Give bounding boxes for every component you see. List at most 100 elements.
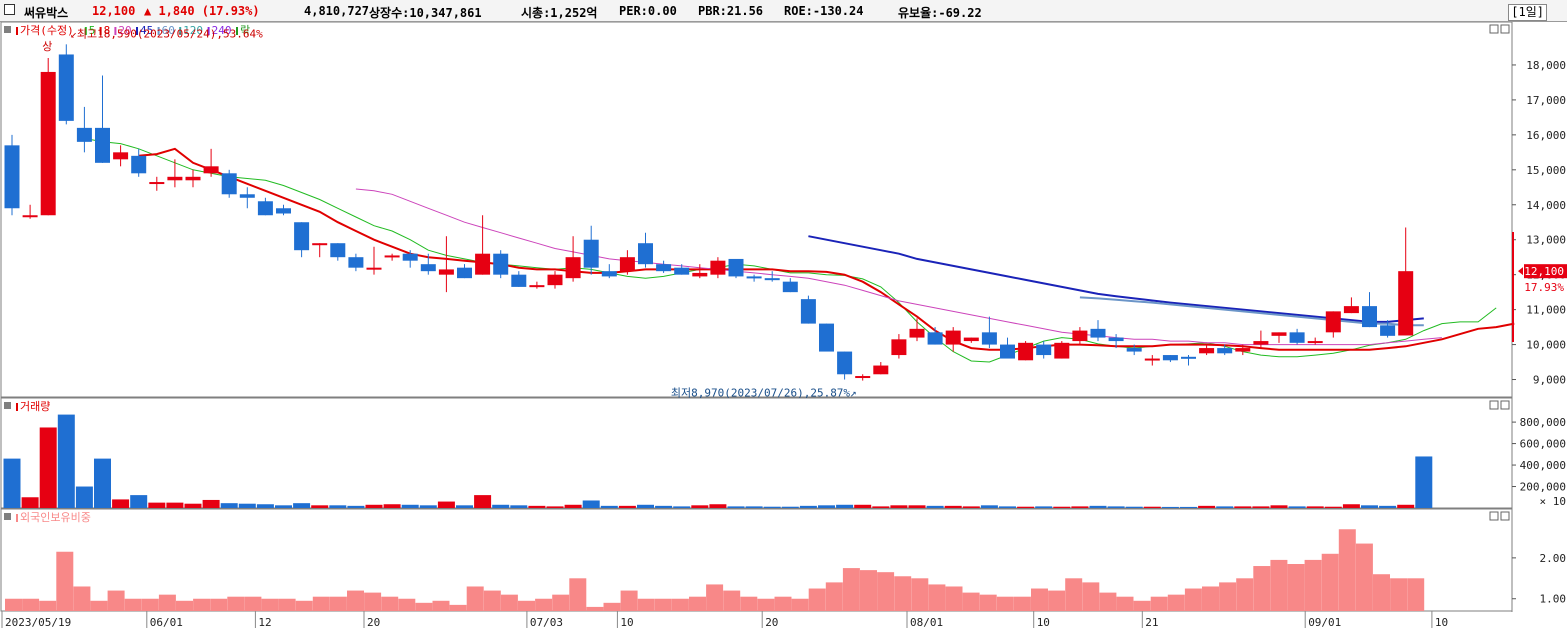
candle-body bbox=[76, 127, 92, 142]
foreign-ratio-bar bbox=[1219, 582, 1237, 611]
foreign-ratio-bar bbox=[962, 592, 980, 611]
foreign-ratio-bar bbox=[569, 578, 587, 611]
price-legend-swatch-7 bbox=[207, 27, 210, 35]
volume-bar bbox=[401, 504, 419, 508]
candle-body bbox=[239, 194, 255, 198]
price-legend-label-7: 240 bbox=[212, 24, 232, 37]
candle-body bbox=[384, 255, 400, 258]
volume-bar bbox=[1198, 505, 1216, 508]
select-checkbox[interactable] bbox=[4, 4, 15, 15]
volume-bar bbox=[311, 505, 329, 508]
candle-body bbox=[420, 264, 436, 272]
foreign-ratio-bar bbox=[210, 598, 228, 611]
volume-bar bbox=[908, 505, 926, 508]
price-legend-swatch-6 bbox=[179, 27, 182, 35]
candle-body bbox=[565, 257, 581, 279]
candle-body bbox=[294, 222, 310, 251]
volume-bar bbox=[709, 504, 727, 508]
candle-body bbox=[855, 376, 871, 379]
foreign-legend-swatch-0 bbox=[16, 514, 18, 522]
volume-bar bbox=[1306, 506, 1324, 508]
x-tick-label: 21 bbox=[1145, 616, 1158, 629]
foreign-ratio-bar bbox=[1116, 596, 1134, 611]
foreign-ratio-bar bbox=[432, 600, 450, 611]
last-price-label: 12,100 bbox=[1524, 265, 1564, 278]
volume-bar bbox=[582, 500, 600, 508]
panel-menu-icon bbox=[4, 402, 11, 409]
price-y-tick-label: 16,000 bbox=[1526, 129, 1566, 142]
volume-bar bbox=[799, 505, 817, 508]
volume-bar bbox=[202, 499, 220, 508]
period-selector[interactable]: [1일] bbox=[1508, 4, 1547, 21]
foreign-ratio-bar bbox=[1167, 594, 1185, 611]
volume-y-tick-label: 600,000 bbox=[1520, 438, 1566, 451]
volume-bar bbox=[1397, 504, 1415, 508]
x-tick-label: 07/03 bbox=[530, 616, 563, 629]
x-tick-label: 10 bbox=[620, 616, 633, 629]
candle-body bbox=[1199, 348, 1215, 354]
x-tick-label: 10 bbox=[1037, 616, 1050, 629]
volume-bar bbox=[528, 505, 546, 508]
foreign-ratio-bar bbox=[894, 576, 912, 611]
volume-bar bbox=[1143, 506, 1161, 508]
price-legend-label-6: 120 bbox=[183, 24, 203, 37]
foreign-ratio-bar bbox=[620, 590, 638, 611]
volume-bar bbox=[1342, 504, 1360, 508]
foreign-ratio-bar bbox=[1082, 582, 1100, 611]
candle-body bbox=[366, 267, 382, 270]
candle-body bbox=[710, 260, 726, 275]
candle-body bbox=[873, 365, 889, 375]
high-annotation: ↙최고18,590(2023/05/24),53.64% bbox=[70, 27, 263, 40]
pbr-value: PBR:21.56 bbox=[698, 4, 764, 18]
volume-bar bbox=[112, 499, 130, 508]
panel-menu-icon bbox=[4, 26, 11, 33]
volume-bar bbox=[926, 505, 944, 508]
foreign-ratio-bar bbox=[312, 596, 330, 611]
volume-bar bbox=[1252, 506, 1270, 508]
candle-body bbox=[746, 276, 762, 279]
price-legend-label-4: 45 bbox=[140, 24, 153, 37]
volume-bar bbox=[618, 505, 636, 508]
foreign-ratio-bar bbox=[928, 584, 946, 611]
candle-body bbox=[1162, 355, 1178, 361]
stock-name[interactable]: 써유박스 bbox=[24, 6, 69, 20]
foreign-ratio-bar bbox=[979, 594, 997, 611]
candle-body bbox=[438, 269, 454, 275]
candle-body bbox=[1126, 348, 1142, 352]
foreign-ratio-bar bbox=[295, 600, 313, 611]
volume-bar bbox=[130, 495, 148, 508]
limit-up-marker: 상 bbox=[42, 40, 52, 53]
price-y-tick-label: 10,000 bbox=[1526, 339, 1566, 352]
volume-unit-label: × 10 bbox=[1540, 495, 1567, 508]
candle-body bbox=[1343, 306, 1359, 314]
x-tick-label: 12 bbox=[258, 616, 271, 629]
candle-body bbox=[257, 201, 273, 216]
stock-info-bar: 써유박스 12,100 ▲ 1,840 (17.93%) 4,810,727 상… bbox=[0, 0, 1567, 22]
volume-bar bbox=[1415, 456, 1433, 508]
per-value: PER:0.00 bbox=[619, 4, 677, 18]
foreign-legend-label-0: 외국인보유비중 bbox=[20, 511, 91, 524]
foreign-ratio-bar bbox=[1150, 596, 1168, 611]
foreign-ratio-bar bbox=[176, 600, 193, 611]
price-y-tick-label: 11,000 bbox=[1526, 304, 1566, 317]
candle-body bbox=[1144, 358, 1160, 361]
candle-body bbox=[4, 145, 20, 209]
foreign-ratio-bar bbox=[671, 598, 689, 611]
foreign-ratio-bar bbox=[586, 606, 604, 611]
candle-body bbox=[95, 127, 110, 163]
volume-bar bbox=[275, 505, 292, 508]
candle-body bbox=[457, 267, 472, 279]
foreign-ratio-bar bbox=[1373, 574, 1390, 611]
x-tick-label: 20 bbox=[367, 616, 380, 629]
foreign-ratio-bar bbox=[603, 602, 621, 611]
candle-body bbox=[1235, 348, 1251, 352]
volume-bar bbox=[999, 506, 1016, 508]
foreign-ratio-bar bbox=[1270, 559, 1288, 611]
volume-bar bbox=[1324, 506, 1342, 508]
candle-body bbox=[1362, 306, 1377, 328]
foreign-ratio-bar bbox=[500, 594, 518, 611]
candle-body bbox=[909, 328, 925, 338]
x-tick-label: 06/01 bbox=[150, 616, 183, 629]
candle-body bbox=[40, 71, 56, 216]
